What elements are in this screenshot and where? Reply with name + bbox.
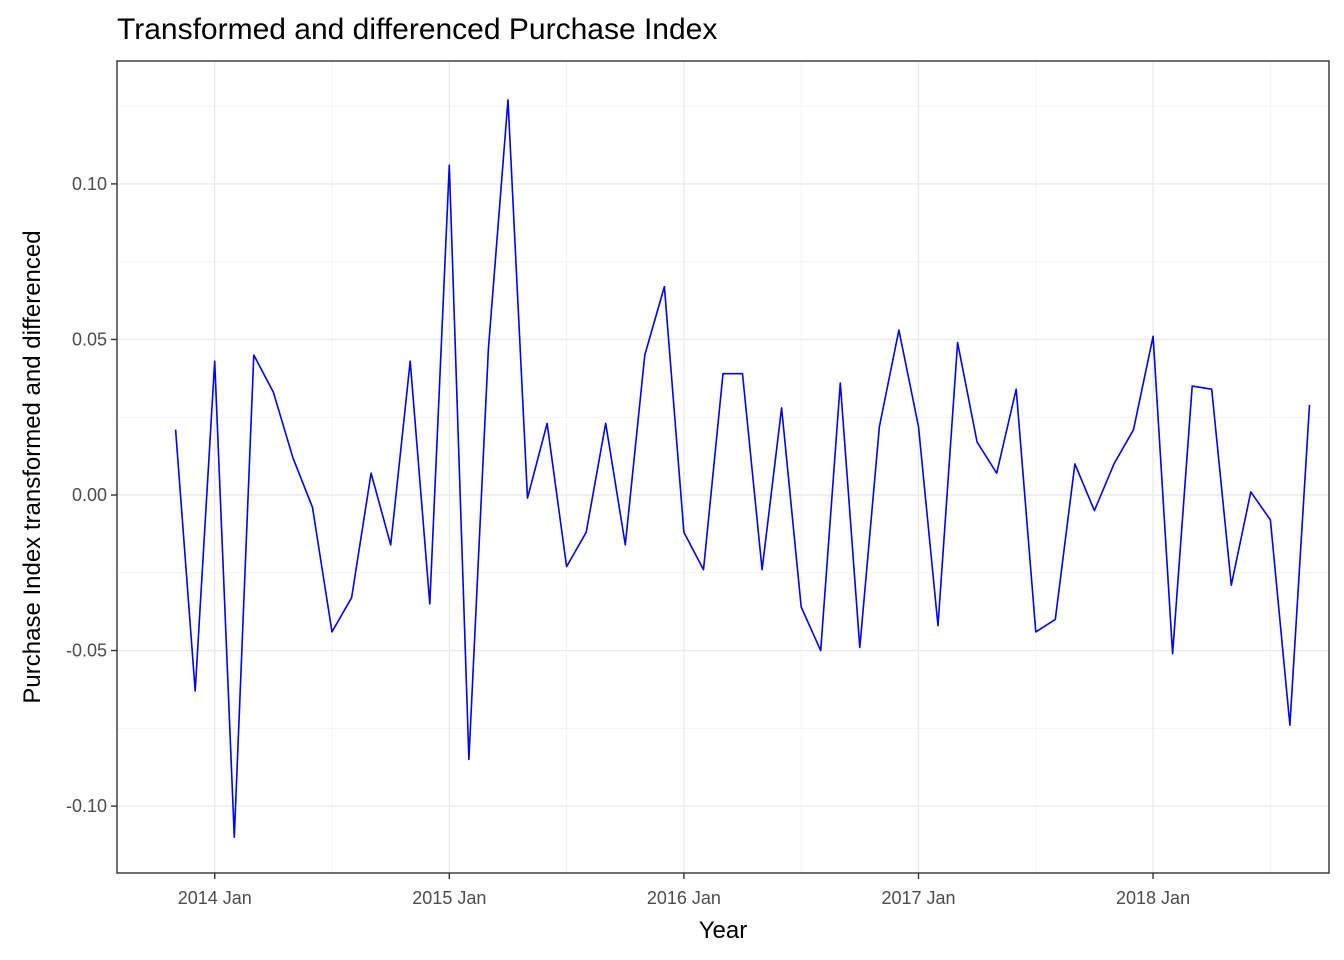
y-axis-title: Purchase Index transformed and differenc…	[19, 230, 46, 703]
y-tick-label: -0.10	[66, 796, 107, 816]
grid-minor	[117, 61, 1329, 873]
x-tick-label: 2016 Jan	[647, 888, 721, 908]
y-tick-label: 0.00	[72, 485, 107, 505]
series-line	[174, 99, 1311, 839]
x-tick-label: 2015 Jan	[412, 888, 486, 908]
series-layer	[174, 99, 1311, 839]
grid-major	[117, 61, 1329, 873]
y-axis: -0.10 -0.05 0.00 0.05 0.10	[66, 174, 117, 816]
chart-title: Transformed and differenced Purchase Ind…	[117, 13, 717, 46]
y-tick-label: -0.05	[66, 641, 107, 661]
x-tick-label: 2014 Jan	[178, 888, 252, 908]
x-tick-label: 2017 Jan	[881, 888, 955, 908]
y-tick-label: 0.05	[72, 329, 107, 349]
x-axis-title: Year	[699, 917, 748, 944]
plot-panel-border	[116, 60, 1330, 874]
x-axis: 2014 Jan 2015 Jan 2016 Jan 2017 Jan 2018 Jan	[178, 873, 1190, 908]
y-tick-label: 0.10	[72, 174, 107, 194]
x-tick-label: 2018 Jan	[1116, 888, 1190, 908]
